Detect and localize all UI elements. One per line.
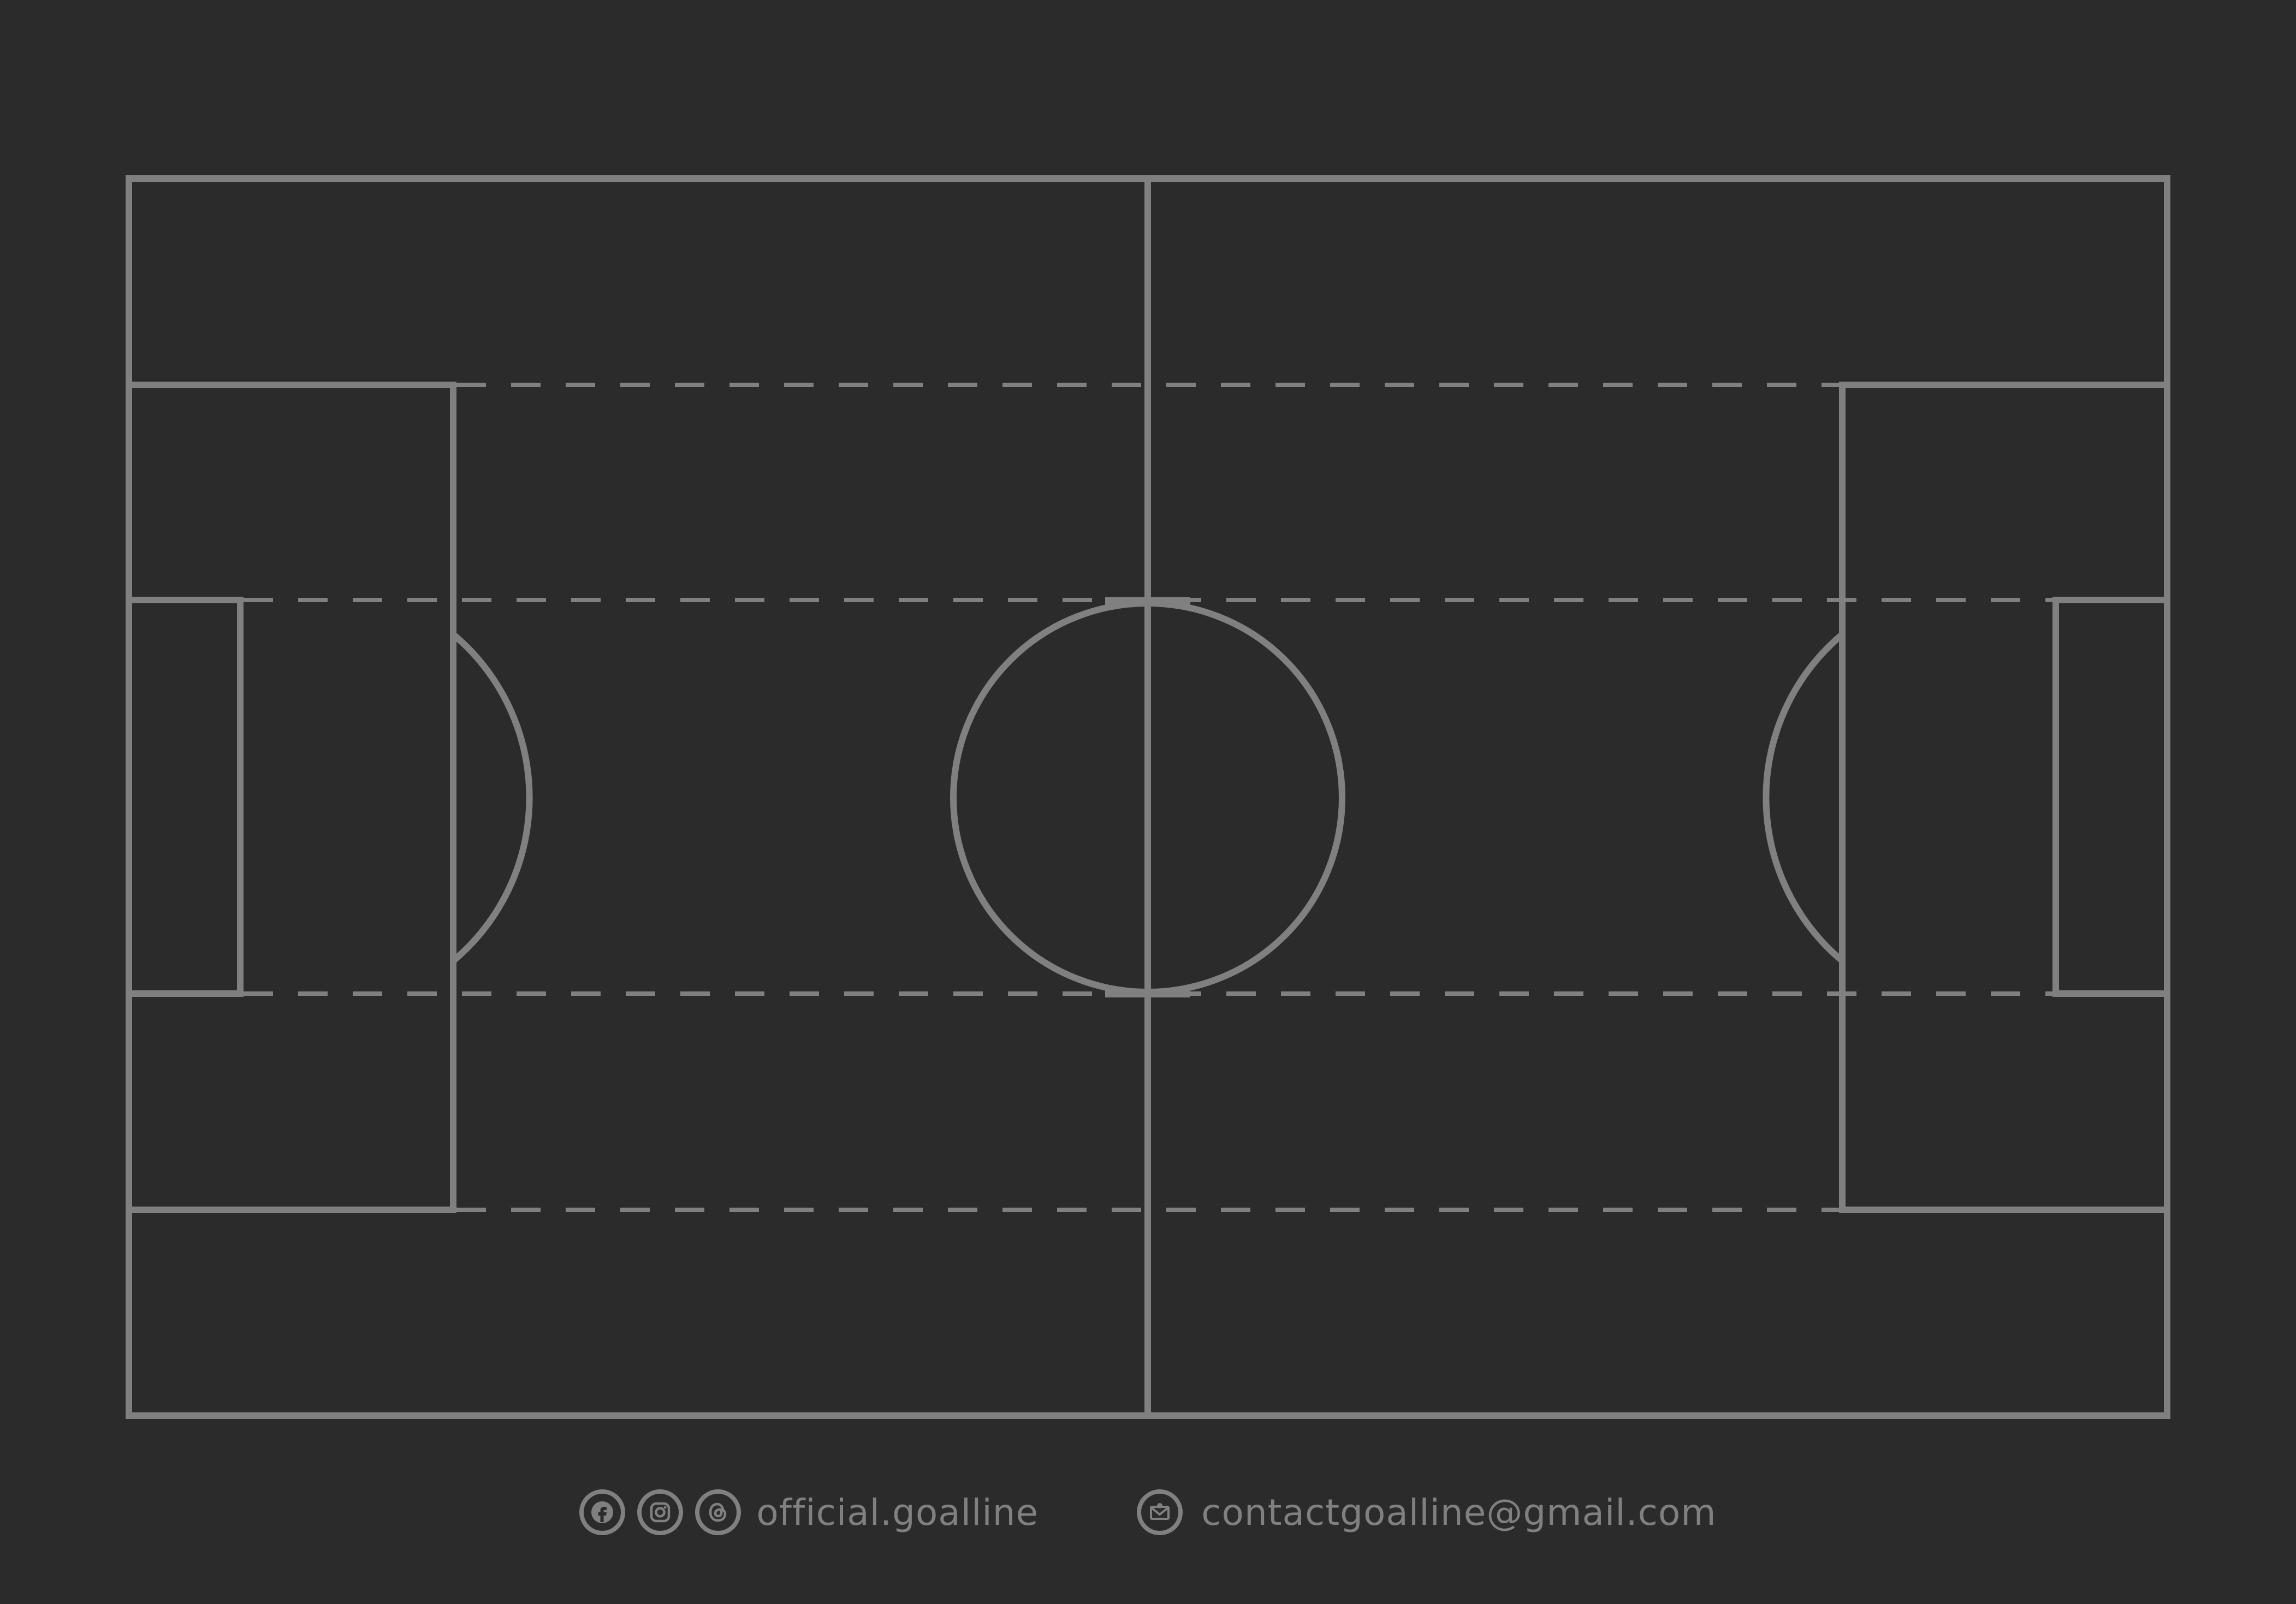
right-goal-area [2052,597,2167,997]
left-penalty-arc [451,632,533,964]
left-penalty-area [129,382,456,1213]
left-goal-area [129,597,244,997]
envelope-icon[interactable] [1137,1489,1183,1535]
email-address[interactable]: contactgoalline@gmail.com [1201,1491,1717,1534]
facebook-icon[interactable] [579,1489,626,1535]
right-penalty-area [1839,382,2167,1213]
social-handle[interactable]: official.goalline [756,1491,1039,1534]
social-links: official.goalline [579,1489,1039,1535]
footer: official.goalline contactgoalline@gmail.… [0,1482,2296,1542]
contact-email: contactgoalline@gmail.com [1137,1489,1716,1535]
instagram-icon[interactable] [637,1489,684,1535]
threads-icon[interactable] [695,1489,741,1535]
right-penalty-arc [1763,632,1844,964]
